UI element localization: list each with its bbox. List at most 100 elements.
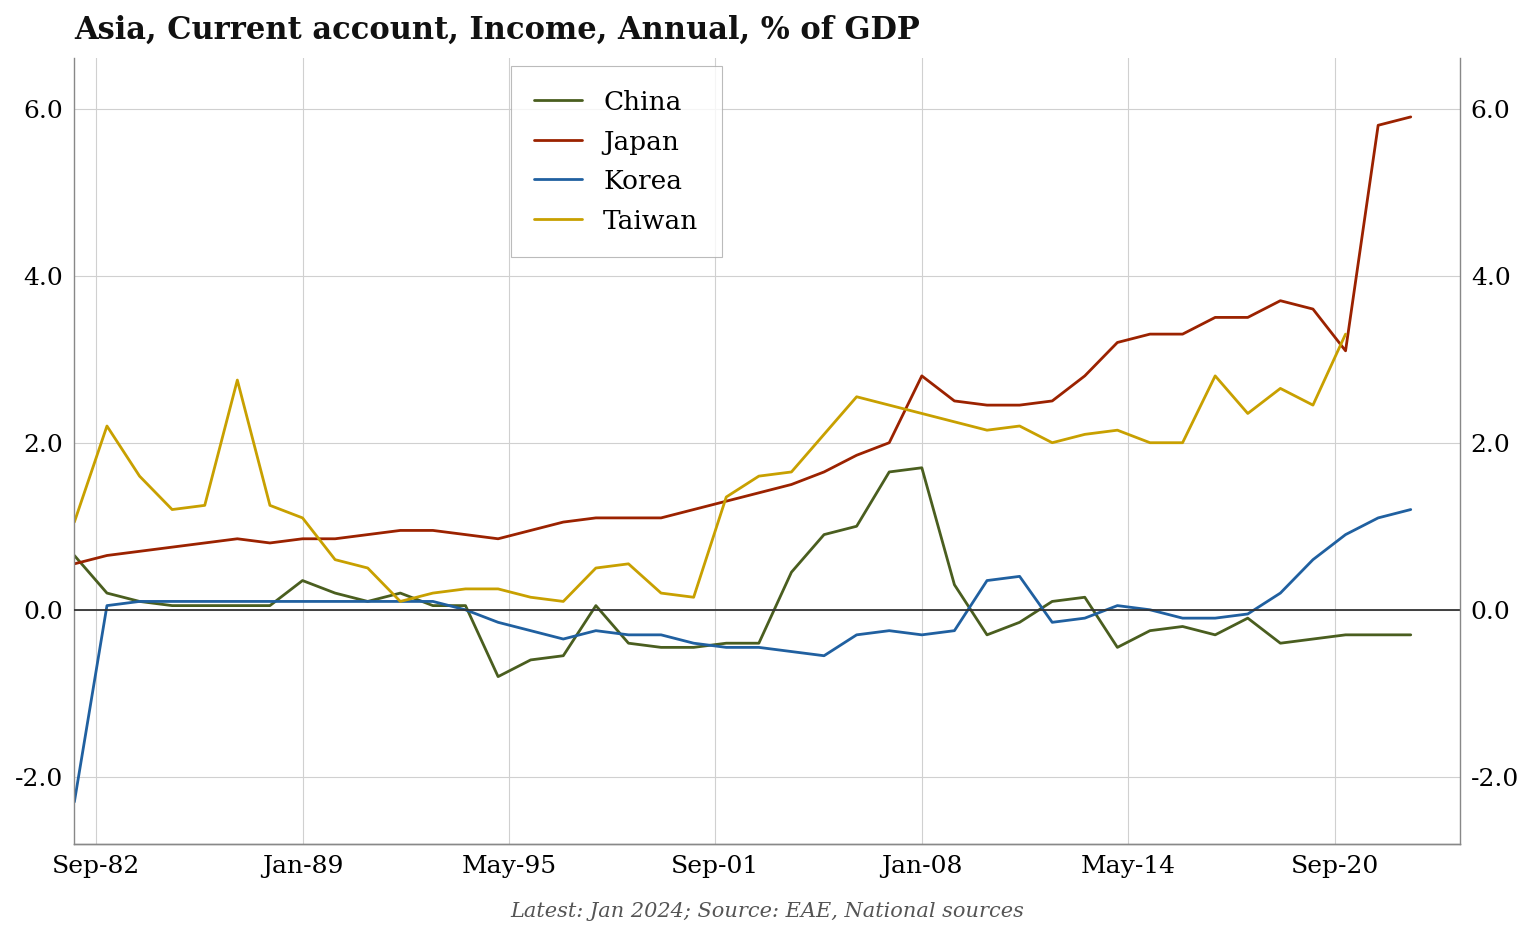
Korea (130, 596, 149, 607)
China (1141, 625, 1160, 636)
Taiwan (325, 554, 344, 565)
Japan (847, 450, 865, 461)
Taiwan (359, 563, 377, 574)
Japan (684, 504, 703, 515)
Korea (489, 617, 508, 628)
Korea (847, 630, 865, 641)
Text: Latest: Jan 2024; Source: EAE, National sources: Latest: Jan 2024; Source: EAE, National … (511, 902, 1023, 921)
China (1368, 630, 1387, 641)
Taiwan (782, 466, 801, 477)
China (815, 529, 833, 540)
Korea (945, 625, 963, 636)
China (782, 566, 801, 578)
Japan (130, 546, 149, 557)
China (1043, 596, 1062, 607)
Japan (1402, 112, 1420, 123)
Japan (716, 496, 735, 507)
Taiwan (1304, 400, 1322, 411)
Taiwan (977, 425, 996, 436)
Japan (945, 395, 963, 406)
Korea (652, 630, 670, 641)
China (977, 630, 996, 641)
Taiwan (423, 588, 442, 599)
Korea (977, 575, 996, 586)
Japan (489, 533, 508, 544)
Japan (750, 487, 769, 498)
China (261, 600, 279, 611)
Taiwan (750, 471, 769, 482)
Korea (391, 596, 410, 607)
Korea (163, 596, 181, 607)
Korea (620, 630, 638, 641)
Japan (1011, 400, 1029, 411)
China (522, 655, 540, 666)
Korea (456, 604, 474, 616)
Japan (1075, 370, 1094, 381)
China (1075, 591, 1094, 603)
Line: Taiwan: Taiwan (74, 334, 1345, 602)
Japan (325, 533, 344, 544)
Korea (1075, 613, 1094, 624)
China (586, 600, 604, 611)
China (391, 588, 410, 599)
Japan (1174, 328, 1192, 339)
Japan (1368, 120, 1387, 131)
China (1011, 617, 1029, 628)
Japan (1108, 337, 1126, 348)
Japan (1238, 312, 1256, 323)
Taiwan (1206, 370, 1224, 381)
Japan (881, 437, 899, 448)
Taiwan (847, 392, 865, 403)
Korea (98, 600, 117, 611)
Korea (522, 625, 540, 636)
Japan (359, 529, 377, 540)
Legend: China, Japan, Korea, Taiwan: China, Japan, Korea, Taiwan (511, 66, 723, 258)
Taiwan (1011, 420, 1029, 432)
Japan (977, 400, 996, 411)
China (881, 466, 899, 477)
Korea (293, 596, 311, 607)
Taiwan (620, 558, 638, 569)
China (98, 588, 117, 599)
Japan (652, 512, 670, 524)
Japan (1206, 312, 1224, 323)
China (1272, 638, 1290, 649)
Korea (1206, 613, 1224, 624)
Korea (229, 596, 247, 607)
China (1238, 613, 1256, 624)
Korea (554, 633, 572, 644)
Taiwan (586, 563, 604, 574)
Korea (195, 596, 213, 607)
Taiwan (293, 512, 311, 524)
China (716, 638, 735, 649)
Japan (229, 533, 247, 544)
Japan (620, 512, 638, 524)
Japan (391, 525, 410, 536)
Japan (456, 529, 474, 540)
China (489, 671, 508, 683)
Taiwan (1141, 437, 1160, 448)
Japan (586, 512, 604, 524)
Text: Asia, Current account, Income, Annual, % of GDP: Asia, Current account, Income, Annual, %… (74, 15, 920, 46)
China (1174, 621, 1192, 632)
Korea (1304, 554, 1322, 565)
China (1336, 630, 1355, 641)
Line: Japan: Japan (74, 117, 1411, 564)
Taiwan (163, 504, 181, 515)
Japan (782, 479, 801, 490)
Line: China: China (74, 468, 1411, 677)
Taiwan (815, 429, 833, 440)
Taiwan (716, 491, 735, 502)
Line: Korea: Korea (74, 510, 1411, 802)
China (750, 638, 769, 649)
China (652, 642, 670, 653)
Japan (1141, 328, 1160, 339)
Japan (1304, 303, 1322, 314)
China (554, 650, 572, 661)
China (64, 550, 83, 561)
Japan (1043, 395, 1062, 406)
Korea (1238, 608, 1256, 619)
China (423, 600, 442, 611)
Korea (423, 596, 442, 607)
Japan (163, 541, 181, 552)
